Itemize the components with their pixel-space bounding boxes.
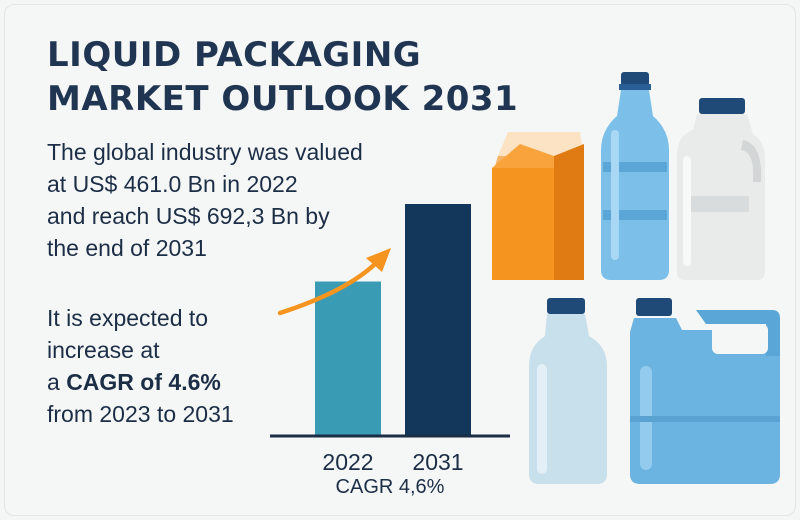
plastic-bottle-icon [529,298,607,484]
cagr-description: It is expected to increase at a CAGR of … [47,302,307,430]
tick-label-2022: 2022 [322,449,373,475]
milk-jug-icon [677,98,765,280]
cagr-line-4: from 2023 to 2031 [47,401,234,427]
tick-labels-group: 2022 2031 [322,449,463,475]
growth-arrow-icon [277,261,378,316]
cagr-highlight: CAGR of 4.6% [66,369,221,395]
page-title: LIQUID PACKAGING MARKET OUTLOOK 2031 [47,33,518,121]
desc-line-4: the end of 2031 [47,235,207,261]
desc-line-3: and reach US$ 692,3 Bn by [47,203,330,229]
juice-carton-icon [492,132,584,280]
cagr-line-3-prefix: a [47,369,67,395]
bar-2022 [315,281,381,436]
title-line-2: MARKET OUTLOOK 2031 [47,79,519,119]
market-growth-chart: 2022 2031 CAGR 4,6% [270,204,510,498]
cagr-line-1: It is expected to [47,305,209,331]
chart-xlabel: CAGR 4,6% [336,476,445,498]
desc-line-1: The global industry was valued [47,139,363,165]
jerrycan-icon [630,298,780,484]
desc-line-2: at US$ 461.0 Bn in 2022 [47,171,298,197]
bars-group [315,204,471,436]
title-line-1: LIQUID PACKAGING [47,35,422,75]
tick-label-2031: 2031 [412,449,463,475]
water-bottle-icon [601,72,669,280]
cagr-line-2: increase at [47,337,160,363]
growth-arrow-head-icon [366,248,391,272]
cagr-line-3: a CAGR of 4.6% [47,366,307,398]
bar-2031 [405,204,471,436]
market-value-description: The global industry was valued at US$ 46… [47,136,427,264]
